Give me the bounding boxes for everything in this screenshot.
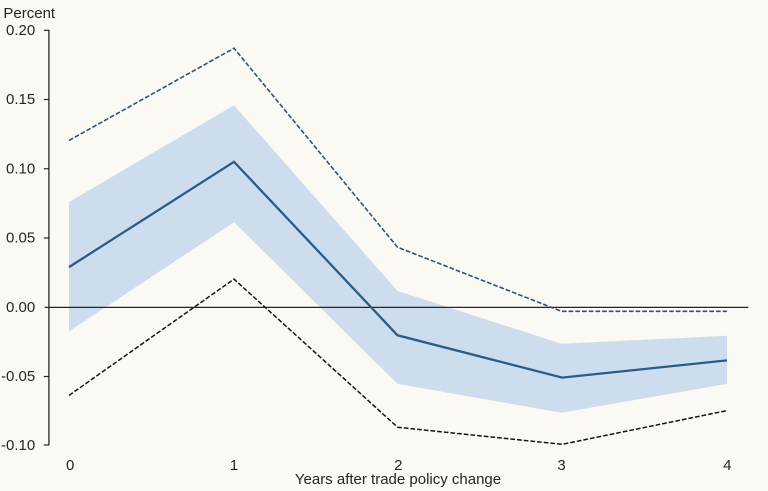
svg-text:2: 2: [394, 457, 402, 474]
svg-text:3: 3: [557, 457, 565, 474]
svg-text:0.15: 0.15: [6, 91, 35, 108]
svg-text:Years after trade policy chang: Years after trade policy change: [295, 471, 501, 488]
svg-text:4: 4: [723, 457, 731, 474]
svg-text:1: 1: [230, 457, 238, 474]
svg-text:0.10: 0.10: [6, 160, 35, 177]
svg-text:Percent: Percent: [3, 5, 56, 22]
svg-text:0.20: 0.20: [6, 22, 35, 39]
svg-text:0.05: 0.05: [6, 230, 35, 247]
svg-text:0: 0: [66, 457, 74, 474]
svg-text:-0.05: -0.05: [1, 368, 35, 385]
svg-text:-0.10: -0.10: [1, 437, 35, 454]
svg-text:0.00: 0.00: [6, 299, 35, 316]
